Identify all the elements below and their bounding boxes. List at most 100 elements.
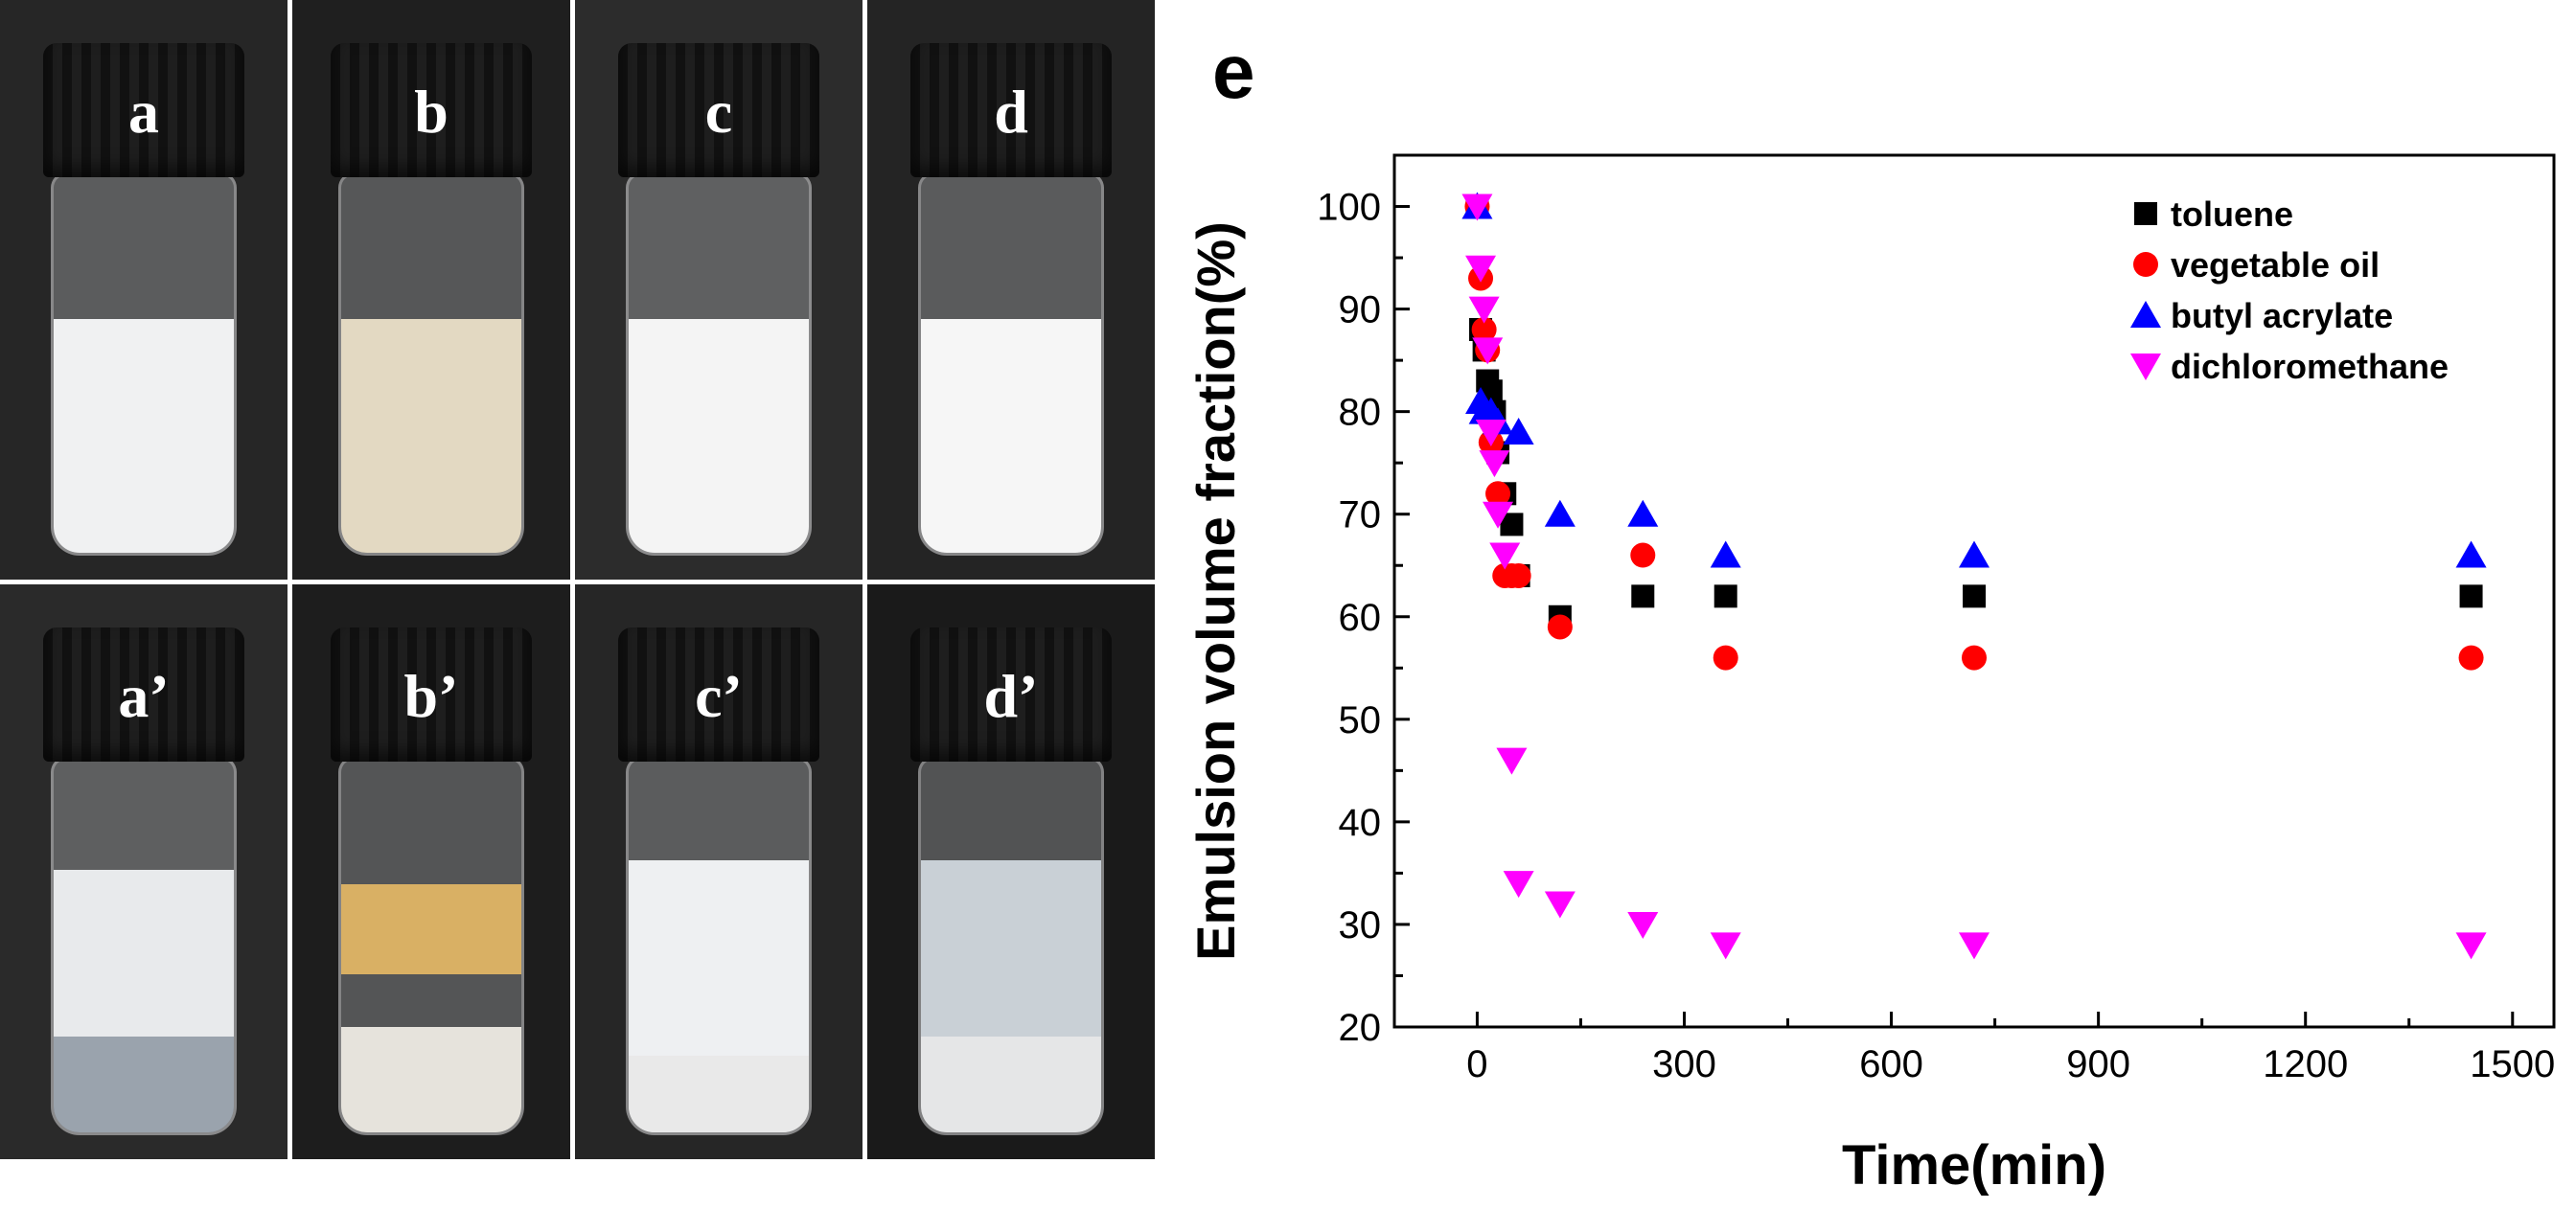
- y-tick-label: 30: [1339, 904, 1382, 947]
- vial: b’: [331, 627, 532, 1135]
- liquid-layer: [54, 319, 234, 553]
- vial: a: [43, 43, 244, 556]
- data-point: [1483, 501, 1514, 529]
- liquid-layer: [341, 884, 521, 974]
- y-tick-label: 90: [1339, 289, 1382, 331]
- y-tick-label: 60: [1339, 597, 1382, 639]
- vial: b: [331, 43, 532, 556]
- vial: a’: [43, 627, 244, 1135]
- vial-cap: [910, 43, 1112, 177]
- data-point: [2458, 645, 2484, 671]
- liquid-layer: [921, 1037, 1101, 1132]
- x-tick-label: 1200: [2263, 1043, 2348, 1085]
- data-point: [1630, 542, 1656, 568]
- emulsion-stability-chart: e 0 300 600 900 1200 15002030405060708090100 …: [1185, 29, 2556, 1197]
- liquid-layer: [341, 1027, 521, 1132]
- vial-glass: [918, 757, 1104, 1135]
- data-point: [1472, 337, 1504, 365]
- vial-photo-5: a’: [0, 584, 288, 1159]
- vial-label: a: [128, 78, 159, 146]
- data-point: [1714, 584, 1737, 608]
- vial-label: d’: [983, 662, 1039, 730]
- vial: d’: [910, 627, 1112, 1135]
- data-point: [1496, 747, 1528, 775]
- vial-photo-7: c’: [575, 584, 862, 1159]
- legend-label: vegetable oil: [2171, 245, 2380, 285]
- vial-cap: [618, 627, 819, 762]
- data-point: [1468, 296, 1500, 324]
- vial-cap: [910, 627, 1112, 762]
- vial-cap: [331, 43, 532, 177]
- data-point: [1485, 481, 1511, 507]
- data-point: [1503, 871, 1534, 899]
- data-point: [2455, 540, 2487, 568]
- data-point: [1713, 645, 1738, 671]
- data-point: [1631, 584, 1655, 608]
- vial-glass: [51, 757, 237, 1135]
- y-tick-label: 100: [1317, 187, 1381, 229]
- data-point: [1489, 542, 1521, 570]
- liquid-layer: [629, 1056, 809, 1132]
- y-tick-label: 70: [1339, 494, 1382, 536]
- plot-frame: [1392, 153, 2556, 1029]
- legend: toluene vegetable oil butyl acrylate dichlo…: [2130, 194, 2449, 386]
- x-tick-label: 300: [1652, 1043, 1716, 1085]
- vial-glass: [918, 172, 1104, 556]
- data-point: [1627, 499, 1659, 527]
- legend-label: toluene: [2171, 194, 2293, 234]
- liquid-layer: [921, 860, 1101, 1037]
- vial-label: b’: [403, 662, 459, 730]
- legend-marker: [2130, 354, 2161, 380]
- data-point: [1959, 932, 1990, 960]
- vial-photo-8: d’: [867, 584, 1155, 1159]
- legend-label: dichloromethane: [2171, 347, 2449, 386]
- vial-photo-6: b’: [292, 584, 570, 1159]
- data-point: [1506, 562, 1531, 588]
- data-point: [1962, 645, 1987, 671]
- vial-label: a’: [118, 662, 170, 730]
- x-tick-label: 1500: [2470, 1043, 2555, 1085]
- data-point: [1465, 255, 1497, 283]
- data-point: [1547, 614, 1573, 640]
- data-point: [1471, 317, 1497, 342]
- data-point: [1963, 584, 1986, 608]
- vial: c: [618, 43, 819, 556]
- data-point: [1461, 194, 1493, 221]
- vial-photo-3: c: [575, 0, 862, 580]
- data-point: [1503, 418, 1534, 445]
- vial-cap: [618, 43, 819, 177]
- data-point: [1710, 932, 1741, 960]
- data-point: [1959, 540, 1990, 568]
- liquid-layer: [341, 319, 521, 553]
- liquid-layer: [54, 1037, 234, 1132]
- vial-label: b: [414, 78, 448, 146]
- vial-photo-panel: a b c d a’ b’ c’ d’: [0, 0, 1169, 1209]
- data-point: [1627, 911, 1659, 939]
- vial-glass: [338, 757, 524, 1135]
- vial-glass: [626, 757, 812, 1135]
- data-point: [1544, 499, 1576, 527]
- liquid-layer: [921, 319, 1101, 553]
- legend-marker: [2130, 301, 2161, 328]
- y-tick-label: 80: [1339, 392, 1382, 434]
- x-axis-label: Time(min): [1842, 1134, 2106, 1197]
- liquid-layer: [629, 319, 809, 553]
- vial: c’: [618, 627, 819, 1135]
- y-tick-label: 50: [1339, 699, 1382, 741]
- x-tick-label: 900: [2066, 1043, 2130, 1085]
- vial-glass: [338, 172, 524, 556]
- y-axis-label: Emulsion volume fraction(%): [1185, 221, 1246, 961]
- axes: 0 300 600 900 1200 1500 20 30 40 50 60 70 80 90 100: [1317, 187, 2555, 1085]
- vial-glass: [626, 172, 812, 556]
- vial-label: c: [704, 78, 733, 146]
- y-tick-label: 40: [1339, 802, 1382, 844]
- panel-label-e: e: [1212, 29, 1255, 114]
- vial-photo-2: b: [292, 0, 570, 580]
- x-tick-label: 600: [1859, 1043, 1923, 1085]
- vial-label: d: [994, 78, 1028, 146]
- legend-label: butyl acrylate: [2171, 296, 2393, 335]
- data-point: [2455, 932, 2487, 960]
- data-point: [1475, 420, 1506, 447]
- vial-photo-1: a: [0, 0, 288, 580]
- vial-cap: [43, 43, 244, 177]
